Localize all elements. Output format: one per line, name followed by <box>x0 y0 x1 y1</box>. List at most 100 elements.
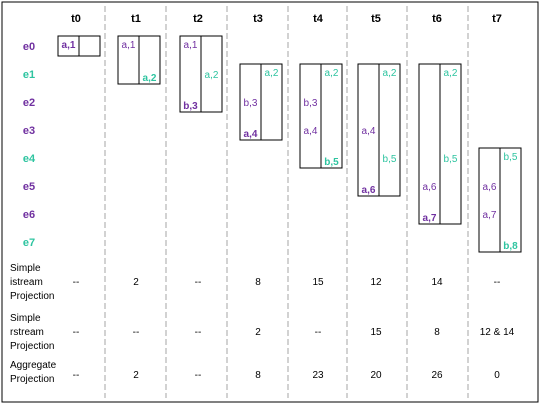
tuple-a-2: a,2 <box>205 70 219 81</box>
window-b-t0 <box>78 35 101 57</box>
projection-row-2: Simple rstream Projection -- -- -- 2 -- 15 8 12 & … <box>10 313 515 352</box>
tuple-a-2: a,2 <box>325 68 339 79</box>
projection-value-t1: 2 <box>133 277 139 288</box>
window-a-t4: b,3 a,4 <box>299 63 322 169</box>
window-b-t3: a,2 <box>260 63 283 141</box>
projection-value-t3: 2 <box>255 327 261 338</box>
projection-value-t3: 8 <box>255 370 261 381</box>
tuple-a-7: a,7 <box>423 213 437 224</box>
tuple-b-5: b,5 <box>504 152 518 163</box>
tuple-b-5: b,5 <box>444 154 458 165</box>
tuple-a-1: a,1 <box>122 40 136 51</box>
window-a-t7: a,6 a,7 <box>478 147 501 253</box>
projection-label: Projection <box>10 341 54 352</box>
projection-label: Aggregate <box>10 360 57 371</box>
projection-value-t6: 8 <box>434 327 440 338</box>
tuple-a-2: a,2 <box>143 73 157 84</box>
tuple-a-6: a,6 <box>423 182 437 193</box>
event-label-e0: e0 <box>23 41 35 53</box>
column-header-t0: t0 <box>71 13 81 25</box>
projection-value-t0: -- <box>73 327 80 338</box>
column-header-t5: t5 <box>371 13 381 25</box>
window-box <box>378 63 401 197</box>
event-label-e5: e5 <box>23 181 35 193</box>
window-a-t3: b,3 a,4 <box>239 63 262 141</box>
projection-value-t2: -- <box>195 277 202 288</box>
projection-value-t1: -- <box>133 327 140 338</box>
window-a-t6: a,6 a,7 <box>418 63 441 225</box>
event-label-e4: e4 <box>23 153 36 165</box>
window-b-t2: a,2 <box>200 35 223 113</box>
projection-row-1: Simple istream Projection -- 2 -- 8 15 12 14 -- <box>10 263 500 302</box>
tuple-a-2: a,2 <box>265 68 279 79</box>
projection-label: Projection <box>10 291 54 302</box>
event-label-e7: e7 <box>23 237 35 249</box>
projection-label: Projection <box>10 374 54 385</box>
projection-value-t4: 15 <box>312 277 324 288</box>
window-box <box>260 63 283 141</box>
projection-value-t2: -- <box>195 370 202 381</box>
projection-label: istream <box>10 277 43 288</box>
projection-value-t4: -- <box>315 327 322 338</box>
projection-value-t0: -- <box>73 370 80 381</box>
projection-value-t3: 8 <box>255 277 261 288</box>
window-a-t2: a,1 b,3 <box>179 35 202 113</box>
window-box <box>478 147 501 253</box>
window-a-t5: a,4 a,6 <box>357 63 380 197</box>
window-box <box>200 35 223 113</box>
window-b-t1: a,2 <box>138 35 161 85</box>
projection-value-t7: -- <box>494 277 501 288</box>
column-header-t6: t6 <box>432 13 442 25</box>
window-box <box>138 35 161 85</box>
window-b-t4: a,2 b,5 <box>320 63 343 169</box>
column-header-t3: t3 <box>253 13 263 25</box>
tuple-b-3: b,3 <box>244 98 258 109</box>
window-b-t7: b,5 b,8 <box>499 147 522 253</box>
tuple-a-4: a,4 <box>362 126 376 137</box>
projection-value-t0: -- <box>73 277 80 288</box>
tuple-a-6: a,6 <box>362 185 376 196</box>
window-box <box>78 35 101 57</box>
window-box <box>439 63 462 225</box>
projection-label: Simple <box>10 313 41 324</box>
projection-label: rstream <box>10 327 44 338</box>
column-header-t4: t4 <box>313 13 324 25</box>
projection-value-t1: 2 <box>133 370 139 381</box>
event-label-e2: e2 <box>23 97 35 109</box>
projection-value-t7: 0 <box>494 370 500 381</box>
window-box <box>320 63 343 169</box>
event-label-e3: e3 <box>23 125 35 137</box>
tuple-b-8: b,8 <box>503 241 518 252</box>
tuple-a-7: a,7 <box>483 210 497 221</box>
window-b-t5: a,2 b,5 <box>378 63 401 197</box>
tuple-b-5: b,5 <box>383 154 397 165</box>
window-box <box>499 147 522 253</box>
window-a-t0: a,1 <box>57 35 80 57</box>
window-b-t6: a,2 b,5 <box>439 63 462 225</box>
projection-value-t5: 12 <box>370 277 382 288</box>
column-header-t1: t1 <box>131 13 141 25</box>
projection-value-t6: 14 <box>431 277 443 288</box>
projection-value-t6: 26 <box>431 370 443 381</box>
projection-value-t4: 23 <box>312 370 324 381</box>
tuple-a-1: a,1 <box>62 40 76 51</box>
tuple-b-3: b,3 <box>304 98 318 109</box>
tuple-a-2: a,2 <box>383 68 397 79</box>
tuple-a-2: a,2 <box>444 68 458 79</box>
tuple-a-6: a,6 <box>483 182 497 193</box>
tuple-b-3: b,3 <box>183 101 198 112</box>
projection-value-t7: 12 & 14 <box>480 327 515 338</box>
tuple-a-1: a,1 <box>184 40 198 51</box>
projection-label: Simple <box>10 263 41 274</box>
projection-value-t5: 20 <box>370 370 382 381</box>
column-header-t2: t2 <box>193 13 203 25</box>
tuple-a-4: a,4 <box>304 126 318 137</box>
event-label-e6: e6 <box>23 209 35 221</box>
column-header-t7: t7 <box>492 13 502 25</box>
projection-value-t5: 15 <box>370 327 382 338</box>
tuple-a-4: a,4 <box>244 129 258 140</box>
window-box <box>299 63 322 169</box>
